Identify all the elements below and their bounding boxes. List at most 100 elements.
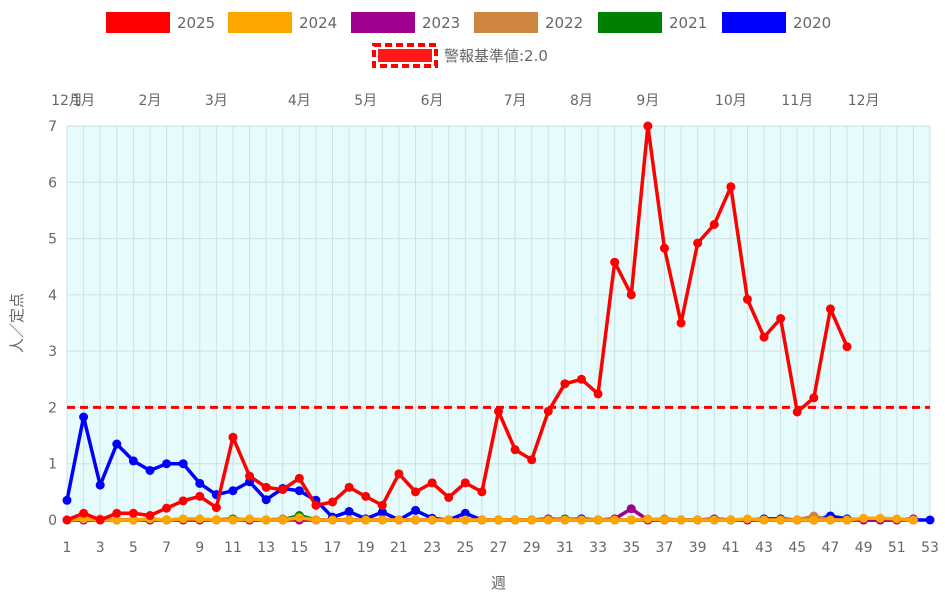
x-tick-label: 25 xyxy=(456,540,474,556)
data-point xyxy=(908,515,918,525)
data-point xyxy=(626,515,636,525)
data-point xyxy=(178,514,188,524)
x-tick-label: 49 xyxy=(855,540,873,556)
data-point xyxy=(709,515,719,525)
x-tick-label: 1 xyxy=(63,540,72,556)
legend-item-2020: 2020 xyxy=(722,12,831,33)
legend-swatch xyxy=(106,12,170,33)
data-point xyxy=(128,456,138,466)
y-tick-label: 0 xyxy=(48,513,57,529)
month-label: 10月 xyxy=(715,93,747,109)
data-point xyxy=(228,486,238,496)
data-point xyxy=(394,515,404,525)
grid xyxy=(66,125,931,521)
legend-item-2021: 2021 xyxy=(598,12,707,33)
data-point xyxy=(460,515,470,525)
series-2025 xyxy=(62,121,852,525)
data-point xyxy=(377,500,387,510)
data-point xyxy=(294,513,304,523)
data-point xyxy=(659,515,669,525)
legend-label: 2022 xyxy=(545,14,583,32)
data-point xyxy=(842,515,852,525)
data-point xyxy=(593,389,603,399)
data-point xyxy=(875,513,885,523)
data-point xyxy=(477,487,487,497)
data-point xyxy=(809,515,819,525)
data-point xyxy=(626,290,636,300)
data-point xyxy=(610,257,620,267)
x-tick-label: 5 xyxy=(129,540,138,556)
data-point xyxy=(676,515,686,525)
data-point xyxy=(759,332,769,342)
data-point xyxy=(261,482,271,492)
y-tick-label: 3 xyxy=(48,344,57,360)
data-point xyxy=(676,318,686,328)
x-tick-label: 51 xyxy=(888,540,906,556)
month-label: 6月 xyxy=(421,93,444,109)
x-tick-label: 45 xyxy=(788,540,806,556)
month-label: 5月 xyxy=(354,93,377,109)
legend-item-2025: 2025 xyxy=(106,12,215,33)
y-tick-label: 2 xyxy=(48,400,57,416)
data-point xyxy=(328,515,338,525)
data-point xyxy=(842,342,852,352)
data-point xyxy=(311,500,321,510)
data-point xyxy=(892,514,902,524)
month-label: 8月 xyxy=(570,93,593,109)
data-point xyxy=(411,515,421,525)
data-point xyxy=(792,515,802,525)
data-point xyxy=(344,515,354,525)
data-point xyxy=(245,514,255,524)
x-tick-label: 53 xyxy=(921,540,939,556)
data-point xyxy=(145,510,155,520)
legend-item-2023: 2023 xyxy=(351,12,460,33)
data-point xyxy=(211,503,221,513)
y-axis-ticks: 0 1 2 3 4 5 6 7 xyxy=(48,119,57,529)
data-point xyxy=(825,304,835,314)
data-point xyxy=(726,515,736,525)
data-point xyxy=(726,182,736,192)
month-label: 9月 xyxy=(636,93,659,109)
data-point xyxy=(477,515,487,525)
data-point xyxy=(776,515,786,525)
legend-swatch xyxy=(228,12,292,33)
x-tick-label: 21 xyxy=(390,540,408,556)
legend-swatch xyxy=(351,12,415,33)
data-point xyxy=(62,515,72,525)
month-label: 11月 xyxy=(781,93,813,109)
x-tick-label: 17 xyxy=(324,540,342,556)
x-tick-label: 13 xyxy=(257,540,275,556)
data-point xyxy=(494,406,503,416)
data-point xyxy=(527,455,537,465)
y-tick-label: 6 xyxy=(48,175,57,191)
x-tick-label: 3 xyxy=(96,540,105,556)
legend-label: 2023 xyxy=(422,14,460,32)
y-tick-label: 4 xyxy=(48,288,57,304)
data-point xyxy=(543,515,553,525)
data-point xyxy=(377,507,387,517)
data-point xyxy=(145,465,155,475)
x-tick-label: 7 xyxy=(162,540,171,556)
data-point xyxy=(444,515,454,525)
data-point xyxy=(79,508,89,518)
data-point xyxy=(344,507,354,517)
data-point xyxy=(560,379,570,389)
x-tick-label: 9 xyxy=(195,540,204,556)
data-point xyxy=(809,393,819,403)
x-tick-label: 15 xyxy=(290,540,308,556)
x-tick-label: 35 xyxy=(622,540,640,556)
x-tick-label: 43 xyxy=(755,540,773,556)
data-point xyxy=(742,514,752,524)
data-point xyxy=(576,515,586,525)
data-point xyxy=(228,432,238,442)
data-point xyxy=(278,515,288,525)
x-tick-label: 39 xyxy=(689,540,707,556)
data-point xyxy=(427,515,437,525)
data-point xyxy=(394,469,404,479)
month-label: 12月 xyxy=(51,93,83,109)
data-point xyxy=(62,495,72,505)
month-label: 4月 xyxy=(288,93,311,109)
legend-label: 2021 xyxy=(669,14,707,32)
data-point xyxy=(278,485,288,495)
